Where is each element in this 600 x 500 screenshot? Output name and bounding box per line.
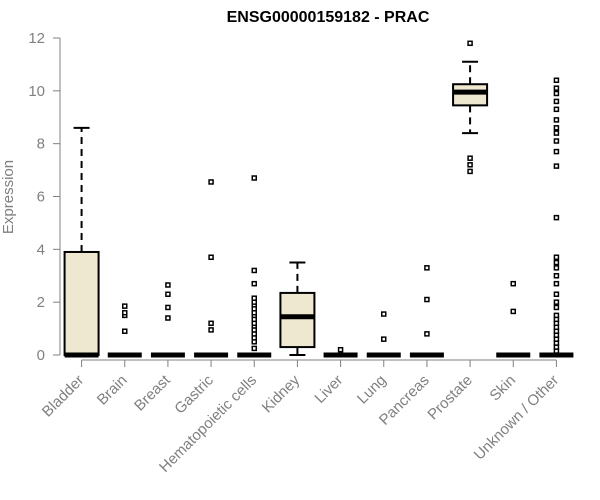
outlier-point: [553, 273, 560, 279]
outlier-point: [467, 155, 473, 161]
outlier-point: [553, 280, 560, 287]
outlier-point: [381, 311, 387, 317]
box-iqr: [63, 250, 100, 357]
outlier-point: [208, 327, 214, 333]
outlier-point: [251, 345, 257, 352]
outlier-point: [553, 163, 560, 169]
outlier-point: [251, 267, 257, 274]
outlier-point: [165, 282, 171, 288]
outlier-point: [122, 303, 128, 309]
x-tick-label: Kidney: [259, 371, 304, 416]
outlier-point: [467, 162, 473, 168]
outlier-point: [553, 85, 560, 91]
box-brain: [107, 303, 142, 358]
outlier-point: [165, 304, 171, 311]
box-bladder: [63, 126, 100, 358]
outlier-point: [251, 295, 257, 301]
y-tick-label: 0: [37, 347, 45, 364]
outlier-point: [381, 336, 387, 342]
outlier-point: [553, 312, 560, 319]
outlier-point: [424, 331, 430, 337]
outlier-point: [553, 291, 560, 297]
box-liver: [323, 346, 358, 358]
y-tick-label: 4: [37, 241, 45, 258]
y-tick-label: 8: [37, 136, 45, 153]
box-prostate: [452, 40, 489, 175]
box-kidney: [279, 261, 316, 356]
box-iqr: [452, 83, 489, 107]
y-axis-label: Expression: [0, 160, 17, 234]
x-tick-label: Prostate: [424, 372, 476, 424]
y-tick-label: 12: [28, 30, 45, 47]
box-unknown-other: [539, 77, 574, 358]
outlier-point: [424, 296, 430, 303]
box-gastric: [194, 179, 229, 358]
box-breast: [150, 282, 185, 358]
boxes-group: [63, 40, 574, 358]
outlier-point: [251, 175, 257, 181]
outlier-point: [510, 280, 516, 287]
outlier-point: [165, 315, 171, 321]
y-tick-label: 2: [37, 294, 45, 311]
y-tick-label: 10: [28, 83, 45, 100]
y-axis: 0 2 4 6 8 10 12: [28, 30, 61, 364]
outlier-point: [553, 259, 560, 266]
outlier-point: [165, 291, 171, 297]
y-tick-label: 6: [37, 189, 45, 206]
box-iqr: [279, 291, 316, 349]
outlier-point: [251, 280, 257, 287]
x-tick-label: Brain: [94, 372, 131, 409]
outlier-point: [510, 308, 516, 315]
outlier-point: [553, 125, 560, 131]
x-tick-label: Bladder: [39, 372, 88, 421]
box-skin: [496, 280, 531, 358]
outlier-point: [208, 179, 214, 185]
outlier-point: [553, 254, 560, 261]
x-tick-label: Lung: [354, 372, 390, 408]
outlier-point: [553, 77, 560, 84]
x-tick-label: Skin: [486, 372, 519, 405]
outlier-point: [553, 214, 560, 221]
outlier-point: [553, 304, 560, 311]
chart-title: ENSG00000159182 - PRAC: [227, 9, 430, 26]
outlier-point: [553, 130, 560, 136]
outlier-point: [122, 309, 128, 316]
outlier-point: [553, 299, 560, 305]
outlier-point: [553, 90, 560, 97]
outlier-point: [553, 117, 560, 123]
x-tick-label: Breast: [131, 371, 174, 414]
outlier-point: [553, 148, 560, 155]
outlier-point: [553, 98, 560, 105]
outlier-point: [553, 265, 560, 271]
outlier-point: [424, 265, 430, 271]
x-tick-label: Liver: [311, 372, 346, 407]
box-lung: [366, 311, 401, 358]
box-pancreas: [409, 265, 444, 358]
outlier-point: [553, 106, 560, 113]
outlier-point: [337, 346, 344, 353]
outlier-point: [467, 40, 473, 47]
outlier-point: [122, 328, 128, 334]
outlier-point: [208, 320, 214, 327]
outlier-point: [553, 138, 560, 144]
outlier-point: [467, 168, 473, 175]
outlier-point: [208, 254, 214, 261]
box-hematopoietic-cells: [237, 175, 272, 358]
